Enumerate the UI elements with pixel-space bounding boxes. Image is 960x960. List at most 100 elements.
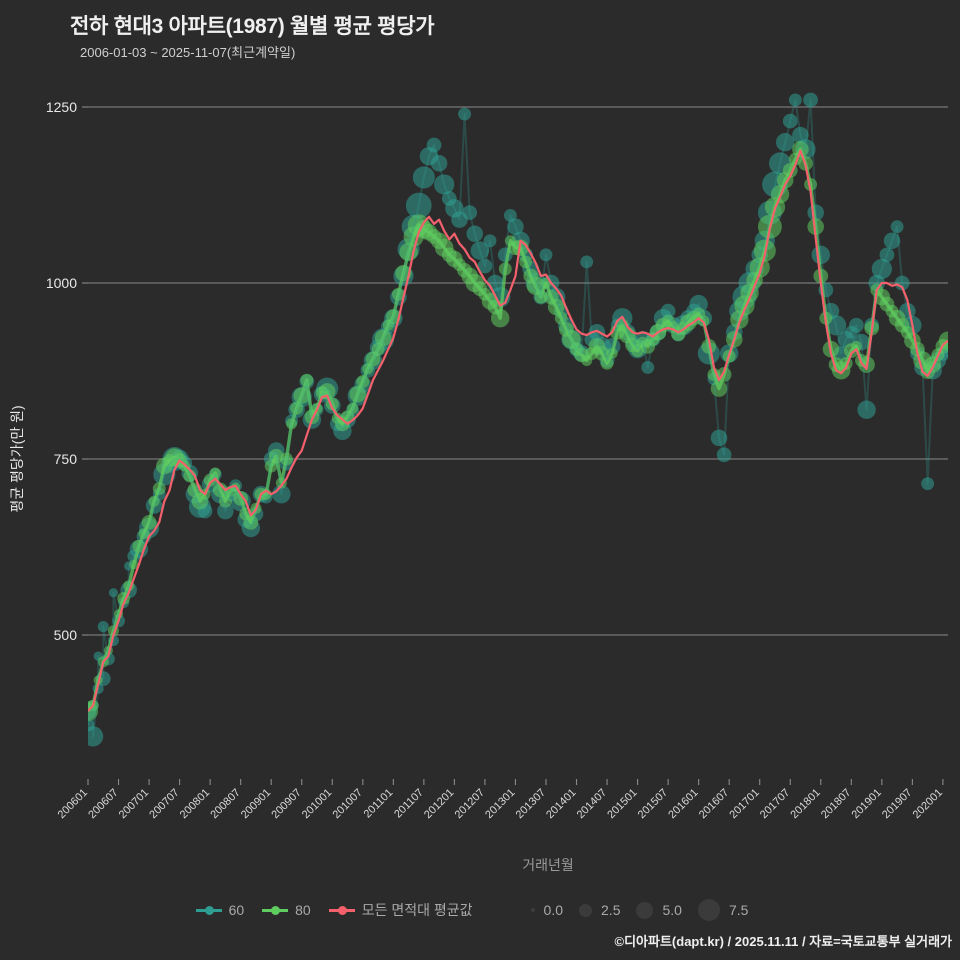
bubble-point-60 (921, 477, 935, 491)
x-tick-label: 200807 (208, 787, 242, 821)
bubble-point-60 (580, 255, 594, 269)
bubble-point-60 (470, 241, 490, 260)
bubble-layer (88, 92, 948, 747)
bubble-point-60 (462, 205, 478, 220)
bubble-point-60 (426, 137, 442, 153)
bubble-point-60 (716, 447, 732, 463)
bubble-point-60 (217, 502, 234, 520)
bubble-point-60 (803, 92, 818, 108)
size-legend-item-2: 2.5 (579, 902, 620, 918)
bubble-point-60 (857, 400, 876, 419)
x-axis-title: 거래년월 (522, 857, 574, 873)
bubble-point-60 (539, 248, 553, 262)
bubble-point-60 (477, 258, 493, 274)
bubble-size-icon (697, 899, 720, 921)
x-tick-label: 201601 (666, 787, 700, 821)
trend-line-60 (88, 98, 948, 738)
bubble-point-60 (775, 133, 795, 152)
legend-label: 80 (295, 902, 311, 918)
x-tick-label: 200707 (147, 787, 181, 821)
y-tick-label: 1000 (46, 275, 77, 291)
bubble-point-60 (849, 317, 864, 333)
bubble-point-60 (710, 429, 728, 447)
size-legend-label: 2.5 (601, 902, 621, 918)
bubble-point-60 (689, 294, 708, 314)
x-tick-label: 202001 (911, 787, 945, 821)
bubble-point-60 (782, 113, 798, 129)
bubble-point-60 (412, 166, 435, 189)
bubble-point-60 (430, 155, 448, 172)
x-tick-label: 201307 (514, 787, 548, 821)
x-tick-label: 201801 (788, 787, 822, 821)
bubble-point-60 (108, 588, 119, 598)
size-legend-label: 5.0 (662, 902, 682, 918)
x-tick-label: 201101 (362, 787, 396, 821)
x-tick-label: 201607 (697, 787, 731, 821)
average-line (88, 149, 948, 712)
bubble-point-60 (458, 107, 472, 121)
bubble-point-60 (434, 174, 455, 195)
x-tick-label: 201901 (850, 787, 884, 821)
chart-legend: 60 80 모든 면적대 평균값 0.0 2.5 5.0 7.5 (0, 893, 960, 927)
page-subtitle: 2006-01-03 ~ 2025-11-07(최근계약일) (80, 45, 296, 60)
x-tick-label: 200801 (178, 787, 212, 821)
legend-item-3[interactable]: 모든 면적대 평균값 (328, 900, 473, 920)
legend-label: 모든 면적대 평균값 (361, 902, 473, 918)
y-tick-label: 750 (54, 451, 78, 467)
x-tick-label: 201701 (727, 787, 761, 821)
x-tick-label: 201807 (819, 787, 853, 821)
bubble-point-60 (88, 726, 104, 747)
size-legend-item-3: 5.0 (636, 901, 682, 919)
legend-label: 60 (228, 902, 245, 918)
y-tick-label: 500 (54, 627, 78, 643)
x-tick-label: 201507 (636, 787, 670, 821)
page-title: 전하 현대3 아파트(1987) 월별 평균 평당가 (70, 15, 435, 38)
legend-item-1[interactable]: 60 (195, 902, 245, 918)
bubble-point-60 (788, 93, 802, 107)
bubble-point-60 (883, 232, 901, 250)
bubble-point-60 (641, 361, 655, 374)
size-legend-item-4: 7.5 (697, 899, 749, 921)
x-tick-label: 200701 (117, 787, 151, 821)
x-tick-label: 201007 (330, 787, 364, 821)
bubble-size-icon (530, 908, 535, 912)
bubble-point-60 (507, 218, 524, 235)
x-tick-label: 201707 (758, 787, 792, 821)
bubble-point-60 (890, 220, 904, 234)
footer-credit: ©디아파트(dapt.kr) / 2025.11.11 / 자료=국토교통부 실… (614, 934, 952, 949)
size-legend-label: 7.5 (728, 902, 749, 918)
x-tick-label: 201201 (422, 787, 456, 821)
x-tick-label: 200607 (86, 787, 120, 821)
bubble-point-60 (871, 258, 892, 280)
x-tick-label: 200907 (269, 787, 303, 821)
y-axis-title: 평균 평당가(만 원) (9, 405, 25, 512)
bubble-point-60 (466, 225, 484, 242)
x-tick-label: 201107 (392, 787, 426, 821)
bubble-point-60 (588, 324, 606, 341)
x-tick-label: 201907 (880, 787, 914, 821)
x-tick-label: 201207 (453, 787, 487, 821)
legend-item-2[interactable]: 80 (262, 902, 311, 918)
bubble-point-60 (894, 275, 910, 291)
bubble-point-60 (405, 192, 432, 219)
line-marker-icon (328, 905, 355, 915)
bubble-size-icon (636, 901, 654, 919)
x-tick-label: 201301 (483, 787, 517, 821)
x-tick-label: 200901 (239, 787, 273, 821)
x-tick-label: 200601 (56, 787, 90, 821)
line-marker-icon (262, 905, 289, 915)
bubble-point-60 (660, 303, 676, 319)
x-tick-label: 201407 (575, 787, 609, 821)
bubble-point-60 (879, 247, 895, 263)
y-tick-label: 1250 (46, 99, 77, 115)
bubble-point-60 (97, 621, 109, 633)
x-tick-label: 201501 (605, 787, 639, 821)
bubble-size-icon (579, 903, 593, 917)
line-marker-icon (195, 905, 222, 915)
x-tick-label: 201401 (544, 787, 578, 821)
size-legend-label: 0.0 (543, 902, 564, 918)
bubble-point-60 (483, 234, 497, 248)
x-tick-label: 201001 (300, 787, 334, 821)
